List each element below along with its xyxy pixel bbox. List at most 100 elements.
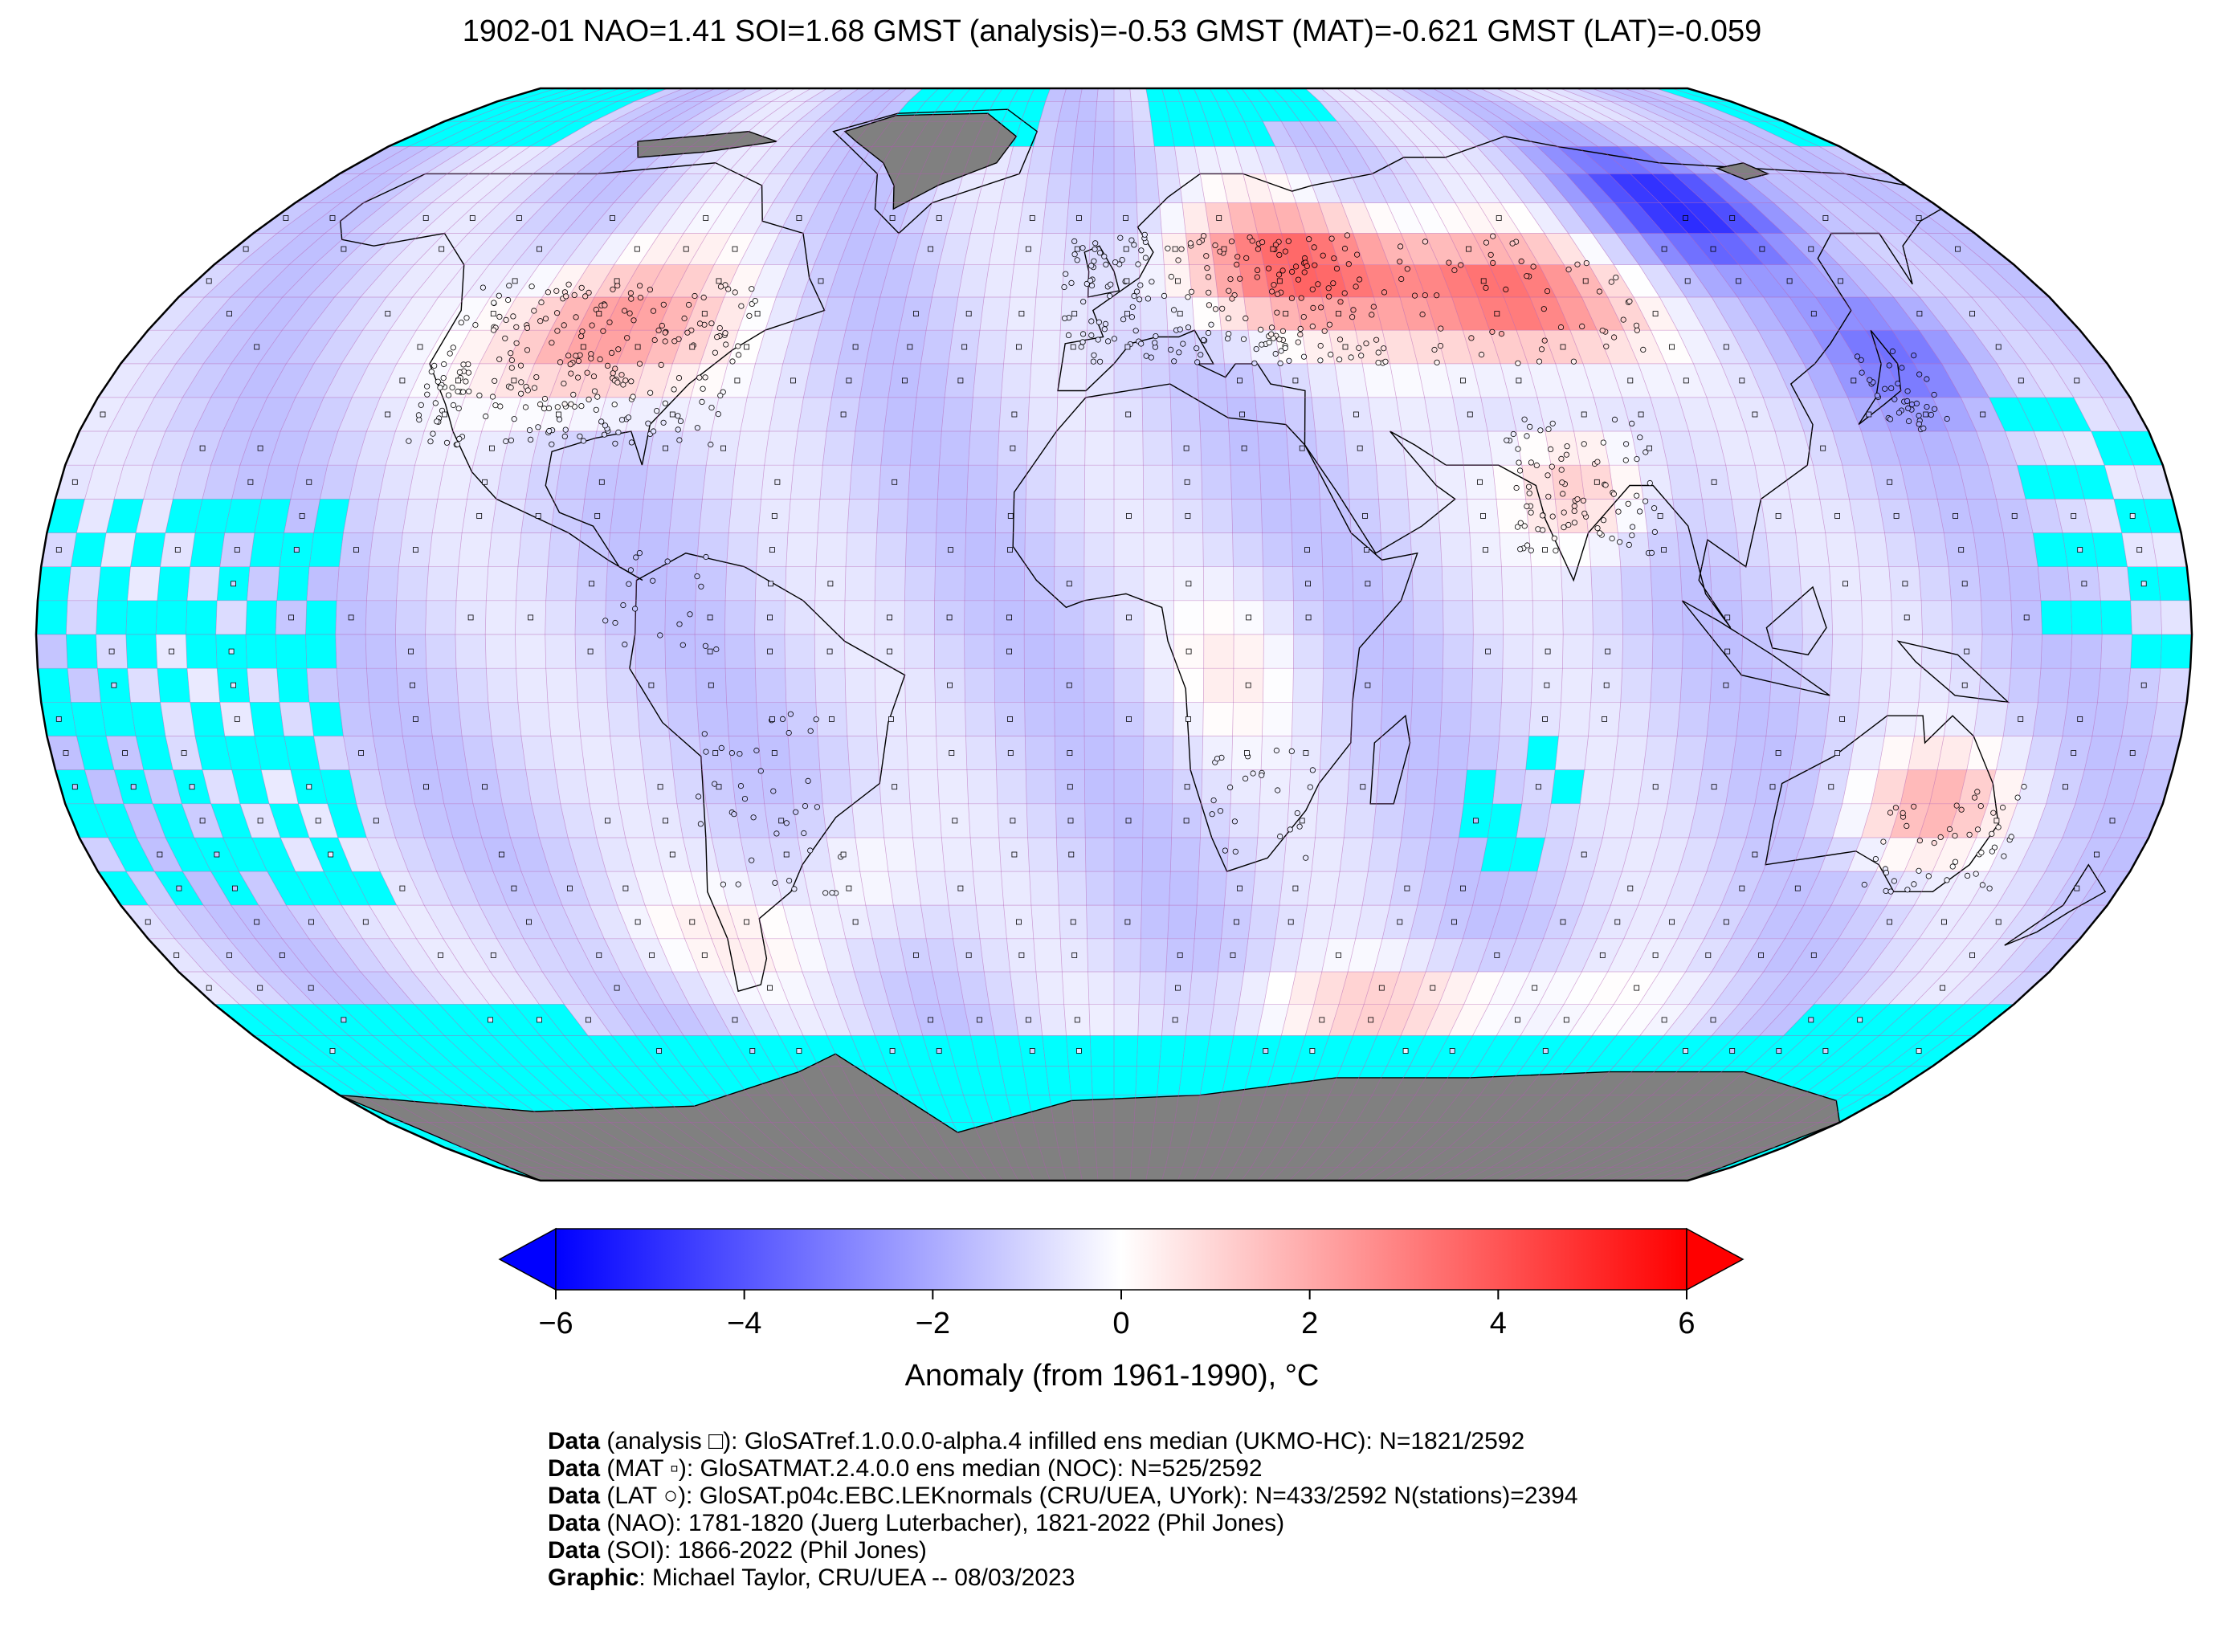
lat-station-marker — [1397, 259, 1403, 265]
grid-cell — [1918, 668, 1952, 703]
grid-cell — [605, 600, 636, 634]
lat-station-marker — [1258, 326, 1264, 332]
grid-cell — [1539, 972, 1582, 1005]
lat-station-marker — [1194, 359, 1201, 365]
grid-cell — [1350, 173, 1387, 203]
grid-cell — [1973, 702, 2009, 736]
lat-station-marker — [1581, 441, 1587, 447]
grid-cell — [365, 600, 397, 634]
grid-cell — [1672, 499, 1708, 533]
grid-cell — [826, 202, 864, 234]
grid-cell — [1063, 88, 1083, 102]
grid-cell — [865, 905, 900, 939]
lat-station-marker — [450, 345, 456, 351]
mat-marker — [1172, 1017, 1178, 1023]
grid-cell — [1891, 905, 1942, 939]
grid-cell — [1263, 121, 1296, 147]
grid-cell — [1671, 121, 1739, 147]
grid-cell — [1083, 532, 1114, 567]
grid-cell — [1143, 736, 1173, 770]
grid-cell — [1024, 702, 1055, 736]
grid-cell — [1659, 431, 1697, 466]
grid-cell — [1233, 634, 1264, 669]
mat-marker — [1185, 716, 1191, 722]
lat-station-marker — [625, 414, 632, 421]
lat-station-marker — [1143, 353, 1149, 359]
grid-cell — [1410, 532, 1443, 567]
lat-station-marker — [1570, 358, 1577, 365]
mat-marker — [1652, 952, 1659, 958]
grid-cell — [724, 972, 765, 1005]
grid-cell — [1655, 88, 1714, 102]
grid-cell — [1903, 233, 1965, 265]
grid-cell — [1731, 905, 1777, 939]
mat-marker — [2071, 750, 2077, 756]
grid-cell — [2102, 397, 2149, 431]
lat-station-marker — [1341, 245, 1349, 252]
grid-cell — [1919, 431, 1959, 466]
mat-marker — [231, 581, 237, 587]
mat-marker — [145, 919, 151, 925]
grid-cell — [437, 769, 473, 804]
grid-cell — [1046, 173, 1071, 203]
grid-cell — [1432, 202, 1473, 234]
grid-cell — [47, 499, 85, 533]
grid-cell — [1281, 1004, 1314, 1036]
mat-marker — [1494, 311, 1500, 317]
grid-cell — [560, 803, 597, 838]
lat-station-marker — [1900, 810, 1906, 817]
grid-cell — [764, 233, 803, 265]
lat-station-marker — [1309, 767, 1316, 773]
grid-cell — [939, 233, 971, 265]
grid-cell — [1779, 146, 1846, 174]
grid-cell — [1214, 972, 1244, 1005]
mat-marker — [1887, 919, 1893, 925]
mat-marker — [1234, 919, 1239, 925]
grid-cell — [658, 938, 699, 972]
credit-line-lat: Data (LAT ○): GloSAT.p04c.EBC.LEKnormals… — [548, 1483, 1578, 1509]
grid-cell — [153, 803, 194, 838]
grid-cell — [634, 871, 673, 906]
grid-cell — [561, 905, 605, 939]
lat-station-marker — [1944, 877, 1950, 883]
grid-cell — [1409, 330, 1446, 364]
lat-station-marker — [508, 384, 514, 391]
mat-marker — [1480, 513, 1486, 519]
lat-station-marker — [600, 328, 606, 334]
grid-cell — [496, 769, 532, 804]
grid-cell — [1154, 146, 1179, 174]
grid-cell — [1500, 1035, 1545, 1067]
grid-cell — [1084, 736, 1114, 770]
mat-marker — [469, 215, 475, 221]
grid-cell — [851, 431, 884, 466]
grid-cell — [1584, 736, 1618, 770]
grid-cell — [1807, 1004, 1864, 1036]
mat-marker — [1026, 1017, 1031, 1023]
grid-cell — [1169, 363, 1199, 398]
grid-cell — [1831, 600, 1863, 634]
lat-station-marker — [1904, 887, 1911, 893]
grid-cell — [683, 838, 719, 872]
grid-cell — [564, 233, 612, 265]
grid-cell — [1045, 88, 1067, 102]
grid-cell — [436, 871, 479, 906]
grid-cell — [1025, 736, 1055, 770]
grid-cell — [1717, 803, 1755, 838]
mat-marker — [476, 513, 483, 519]
lat-station-marker — [1540, 306, 1547, 312]
grid-cell — [1888, 264, 1946, 297]
grid-cell — [1989, 838, 2034, 872]
grid-cell — [565, 88, 620, 102]
grid-cell — [486, 566, 518, 601]
mat-marker — [892, 784, 898, 790]
lat-station-marker — [1651, 528, 1658, 536]
grid-cell — [1472, 233, 1514, 265]
grid-cell — [76, 736, 115, 770]
lat-station-marker — [579, 328, 586, 335]
grid-cell — [1579, 121, 1638, 147]
grid-cell — [1169, 871, 1199, 906]
lat-station-marker — [1515, 446, 1521, 452]
mat-marker — [199, 818, 206, 824]
grid-cell — [2008, 668, 2041, 703]
grid-cell — [607, 702, 640, 736]
